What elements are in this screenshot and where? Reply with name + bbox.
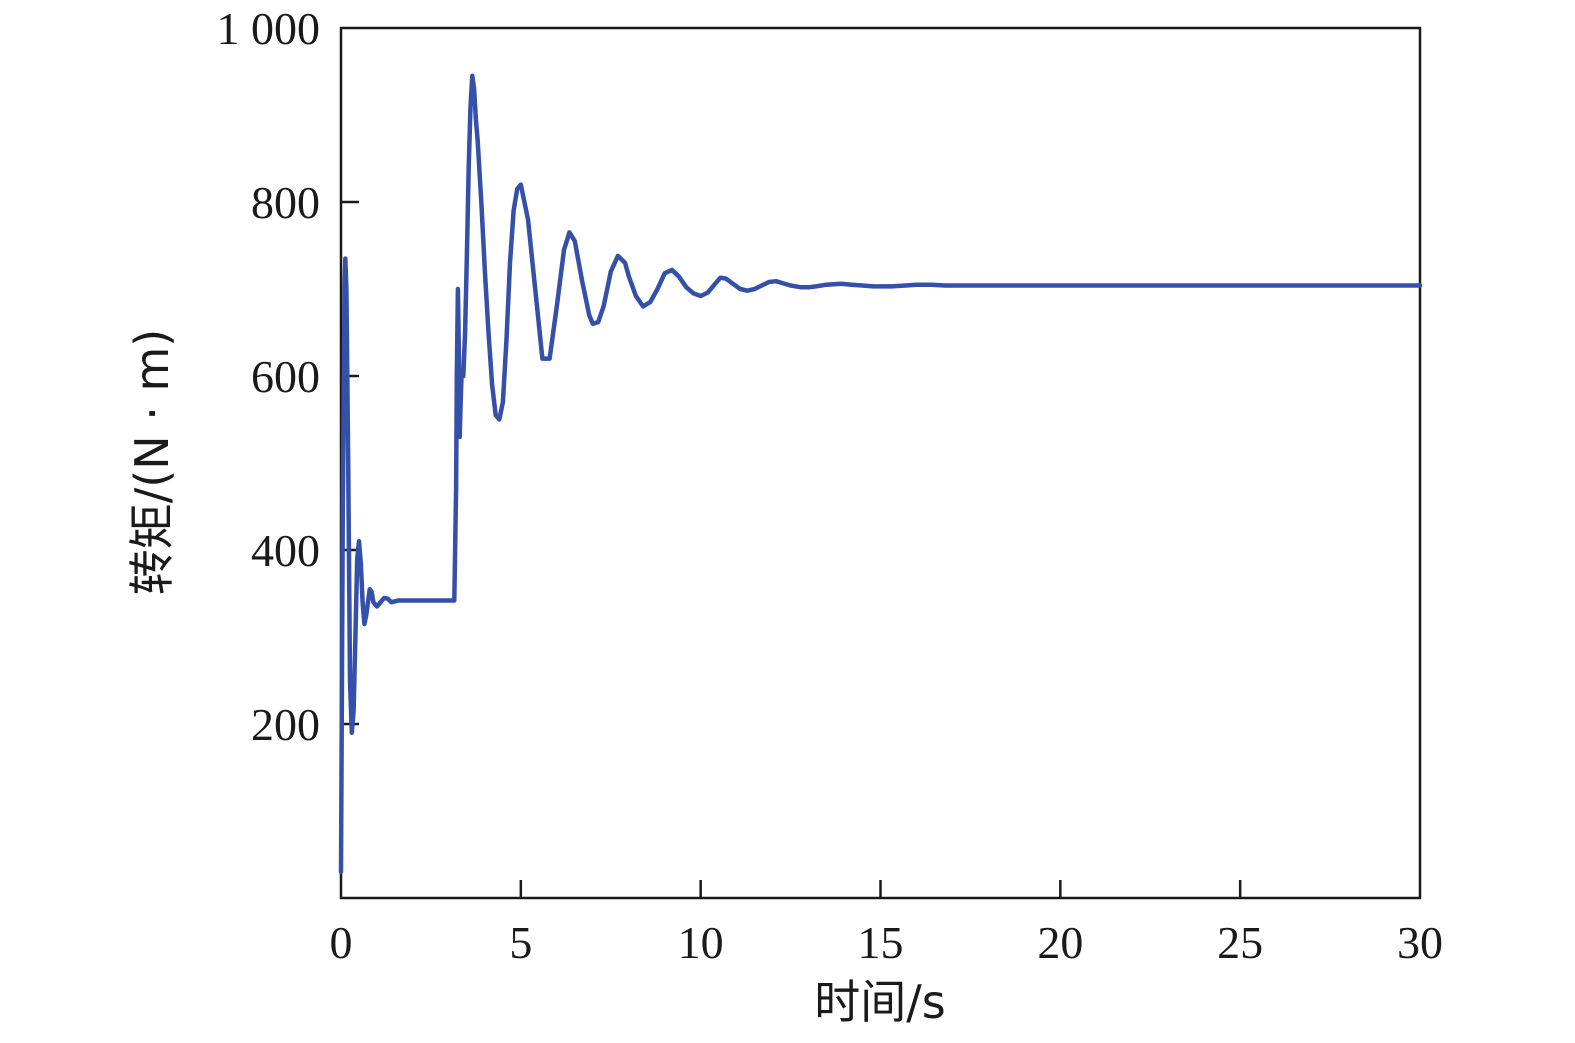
x-tick-label: 10 <box>678 917 724 968</box>
x-tick-label: 25 <box>1217 917 1263 968</box>
y-tick-label: 800 <box>251 177 320 228</box>
y-tick-label: 400 <box>251 525 320 576</box>
series-line-0 <box>338 73 1423 875</box>
x-axis-title: 时间/s <box>814 975 945 1029</box>
y-tick-label: 600 <box>251 351 320 402</box>
x-tick-label: 15 <box>858 917 904 968</box>
y-axis: 200 400 600 800 1 000 <box>217 3 359 750</box>
y-tick-label: 200 <box>251 699 320 750</box>
y-tick-label: 1 000 <box>217 3 321 54</box>
x-tick-label: 5 <box>509 917 532 968</box>
y-axis-title: 转矩/(N · m) <box>125 329 179 595</box>
x-tick-label: 20 <box>1037 917 1083 968</box>
plot-frame <box>339 26 1422 900</box>
x-tick-label: 30 <box>1397 917 1443 968</box>
x-axis: 0 5 10 15 20 25 30 <box>330 880 1443 968</box>
series-layer <box>338 73 1423 875</box>
x-tick-label: 0 <box>330 917 353 968</box>
